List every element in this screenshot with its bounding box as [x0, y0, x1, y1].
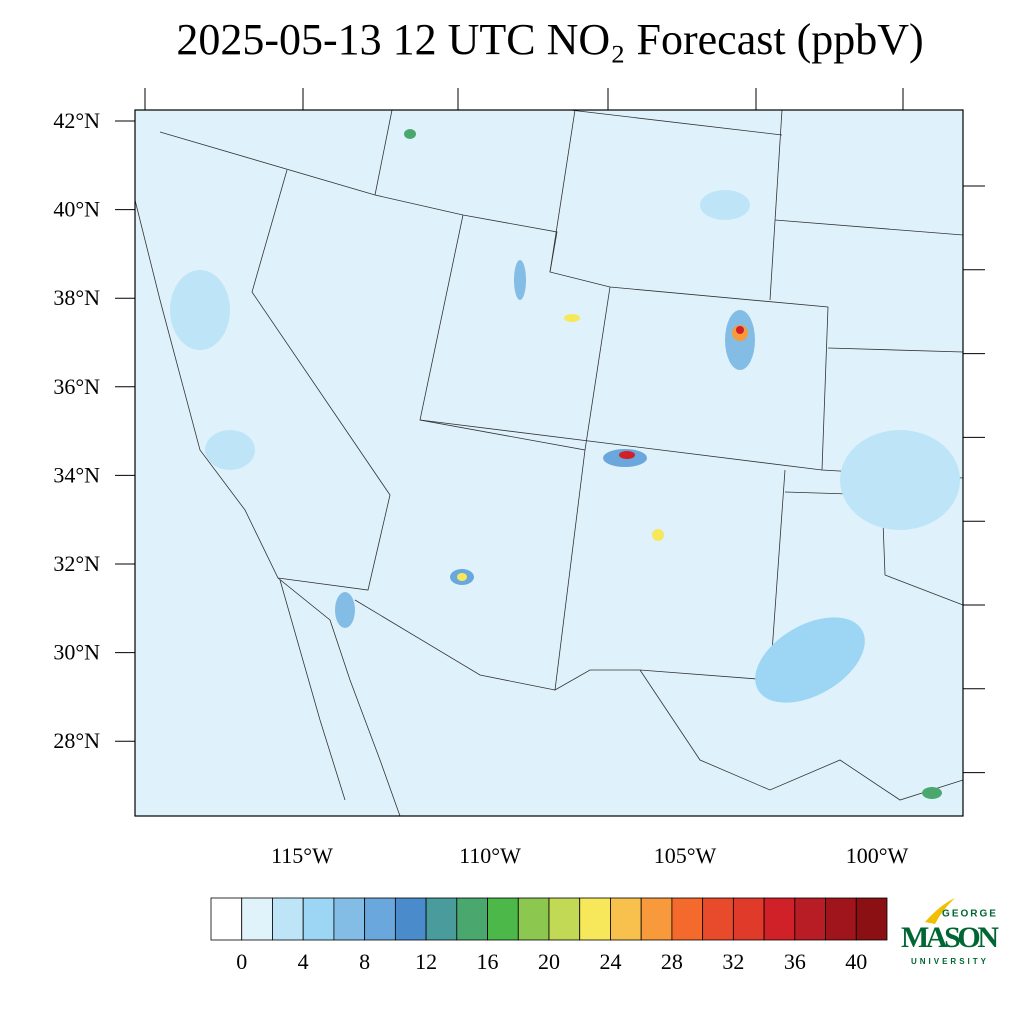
colorbar-label: 32 [722, 949, 744, 974]
concentration-patches [170, 129, 960, 799]
colorbar-swatch [364, 897, 396, 941]
axis-labels: 42°N 40°N 38°N 36°N 34°N 32°N 30°N 28°N 115°W 110… [53, 88, 985, 868]
colorbar-swatch [825, 897, 857, 941]
logo: GEORGE MASON UNIVERSITY [901, 898, 999, 966]
colorbar-swatch [640, 897, 673, 941]
colorbar-swatch [855, 897, 888, 941]
lat-label: 34°N [53, 462, 100, 487]
logo-main: MASON [901, 921, 999, 954]
colorbar-label: 36 [784, 949, 806, 974]
colorbar-label: 4 [298, 949, 309, 974]
colorbar-swatch [610, 897, 642, 941]
lat-label: 30°N [53, 640, 100, 665]
colorbar-swatch [333, 897, 366, 941]
lon-label: 100°W [846, 843, 909, 868]
lon-label: 115°W [271, 843, 333, 868]
colorbar-swatch [702, 897, 734, 941]
colorbar: 0 4 8 12 16 20 24 28 32 36 40 [210, 897, 888, 974]
colorbar-swatch [671, 897, 704, 941]
logo-top: GEORGE [942, 909, 998, 920]
title: 2025-05-13 12 UTC NO₂ Forecast (ppbV) [176, 15, 923, 64]
colorbar-label: 24 [599, 949, 621, 974]
colorbar-swatch [794, 897, 826, 941]
lat-label: 42°N [53, 108, 100, 133]
lat-label: 36°N [53, 374, 100, 399]
colorbar-swatch [456, 897, 488, 941]
colorbar-label: 8 [359, 949, 370, 974]
colorbar-label: 40 [845, 949, 867, 974]
colorbar-swatch [579, 897, 611, 941]
map-background [135, 110, 963, 816]
map-frame [134, 109, 964, 817]
colorbar-swatch [517, 897, 550, 941]
colorbar-swatch [425, 897, 458, 941]
colorbar-label: 0 [236, 949, 247, 974]
colorbar-swatch [394, 897, 427, 941]
colorbar-swatch [732, 897, 765, 941]
map [134, 109, 964, 817]
lat-label: 28°N [53, 728, 100, 753]
colorbar-swatch [302, 897, 335, 941]
colorbar-label: 20 [538, 949, 560, 974]
colorbar-swatch [241, 897, 273, 941]
colorbar-swatch [487, 897, 519, 941]
colorbar-swatch [210, 897, 243, 941]
colorbar-label: 28 [661, 949, 683, 974]
lat-label: 40°N [53, 197, 100, 222]
lat-label: 32°N [53, 551, 100, 576]
colorbar-label: 16 [477, 949, 499, 974]
lat-label: 38°N [53, 285, 100, 310]
lon-label: 110°W [459, 843, 521, 868]
colorbar-swatch [548, 897, 581, 941]
colorbar-swatch [763, 897, 796, 941]
lon-label: 105°W [654, 843, 717, 868]
colorbar-swatch [272, 897, 304, 941]
colorbar-label: 12 [415, 949, 437, 974]
borders [134, 109, 964, 817]
logo-bottom: UNIVERSITY [911, 957, 989, 966]
